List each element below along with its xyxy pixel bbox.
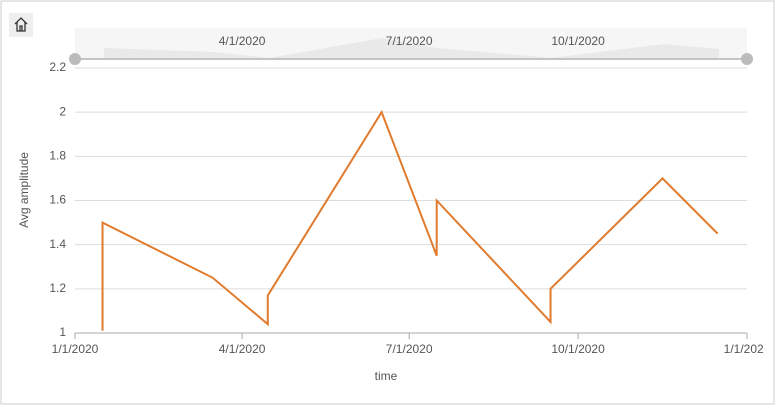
x-tick-label: 7/1/2020 bbox=[386, 342, 433, 356]
y-tick-label: 1.8 bbox=[49, 149, 66, 163]
y-tick-label: 2 bbox=[59, 104, 66, 118]
data-line bbox=[101, 109, 719, 331]
y-axis-label: Avg amplitude bbox=[17, 152, 31, 228]
x-tick-label: 1/1/2020 bbox=[52, 342, 99, 356]
y-tick-label: 1.6 bbox=[49, 193, 66, 207]
navigator-tick-label: 10/1/2020 bbox=[551, 34, 605, 48]
navigator-handle[interactable] bbox=[69, 53, 81, 65]
y-tick-label: 2.2 bbox=[49, 60, 66, 74]
navigator-preview bbox=[104, 38, 719, 58]
x-tick-label: 10/1/2020 bbox=[551, 342, 605, 356]
navigator-tick-label: 7/1/2020 bbox=[386, 34, 433, 48]
x-tick-label: 1/1/2021 bbox=[724, 342, 771, 356]
x-tick-label: 4/1/2020 bbox=[219, 342, 266, 356]
x-ticks: 1/1/2020 4/1/2020 7/1/2020 10/1/2020 1/1/202… bbox=[52, 333, 771, 356]
navigator-tick-label: 4/1/2020 bbox=[219, 34, 266, 48]
home-button-bg[interactable] bbox=[9, 13, 33, 37]
home-icon bbox=[14, 17, 28, 32]
y-tick-label: 1.2 bbox=[49, 281, 66, 295]
y-tick-label: 1.4 bbox=[49, 237, 66, 251]
x-axis-label: time bbox=[375, 369, 398, 383]
navigator-handle[interactable] bbox=[741, 53, 753, 65]
y-tick-label: 1 bbox=[59, 325, 66, 339]
home-button[interactable] bbox=[9, 13, 33, 37]
